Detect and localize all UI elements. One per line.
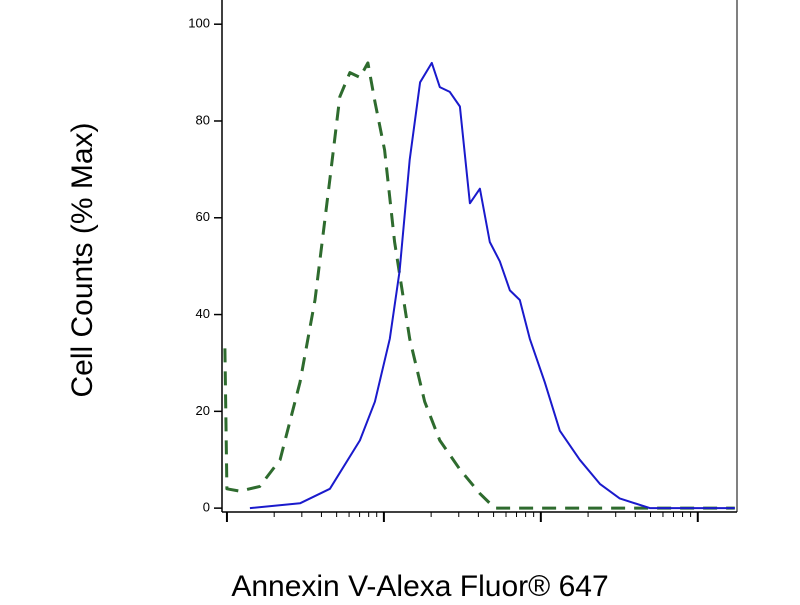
y-axis-title: Cell Counts (% Max) (66, 122, 99, 397)
series-line (249, 61, 735, 510)
y-tick-label: 80 (196, 112, 210, 127)
y-tick-label: 20 (196, 403, 210, 418)
series-line (223, 61, 735, 510)
y-tick-label: 40 (196, 306, 210, 321)
y-tick-label: 100 (188, 16, 210, 31)
x-axis-title: Annexin V-Alexa Fluor® 647 (231, 570, 608, 600)
y-tick-label: 60 (196, 209, 210, 224)
y-tick-label: 0 (203, 500, 210, 515)
